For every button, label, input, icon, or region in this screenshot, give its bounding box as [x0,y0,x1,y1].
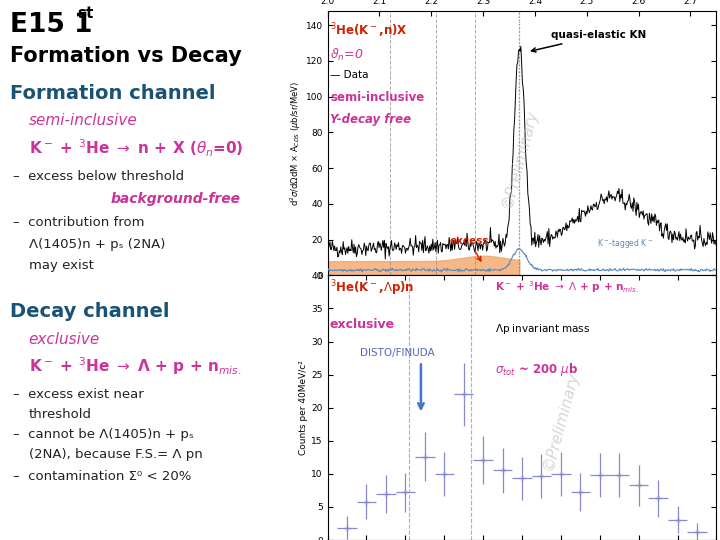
Text: — Data: — Data [330,70,369,80]
Text: K$^-$ + $^3$He $\rightarrow$ $\mathbf{n}$ + X ($\theta_n$=0): K$^-$ + $^3$He $\rightarrow$ $\mathbf{n}… [29,138,243,159]
Text: DISTO/FINUDA: DISTO/FINUDA [360,348,435,358]
Text: –  contribution from: – contribution from [13,216,144,229]
Text: (2NA), because F.S.= Λ pn: (2NA), because F.S.= Λ pn [29,448,202,461]
Y-axis label: d$^2\sigma$/d$\Omega$dM $\times$ A$_{CDS}$ ($\mu$b/sr/MeV): d$^2\sigma$/d$\Omega$dM $\times$ A$_{CDS… [288,80,302,206]
Text: quasi-elastic KN: quasi-elastic KN [531,30,646,52]
Text: –  excess below threshold: – excess below threshold [13,170,184,183]
Text: E15 1: E15 1 [9,12,92,38]
Text: ©Preliminary: ©Preliminary [541,370,581,472]
Text: Λ(1405)n + pₛ (2NA): Λ(1405)n + pₛ (2NA) [29,238,165,251]
Text: st: st [78,6,94,22]
Text: Formation channel: Formation channel [9,84,215,103]
Text: $^3$He(K$^-$,n)X: $^3$He(K$^-$,n)X [330,22,407,40]
Text: $\vartheta_n$=0: $\vartheta_n$=0 [330,46,364,63]
Text: background-free: background-free [111,192,241,206]
Text: K$^-$ + $^3$He $\rightarrow$ $\mathbf{\Lambda}$ + $\mathbf{p}$ + n$_{mis.}$: K$^-$ + $^3$He $\rightarrow$ $\mathbf{\L… [29,355,241,377]
Text: $\Lambda$p invariant mass: $\Lambda$p invariant mass [495,322,590,336]
Text: exclusive: exclusive [29,332,100,347]
Text: semi-inclusive: semi-inclusive [29,113,138,129]
Text: Y-decay free: Y-decay free [330,113,411,126]
Text: may exist: may exist [29,259,94,272]
Text: excess: excess [449,236,489,261]
Text: Formation vs Decay: Formation vs Decay [9,46,241,66]
Text: $^3$He(K$^-$,$\Lambda$p)n: $^3$He(K$^-$,$\Lambda$p)n [330,279,414,298]
Text: threshold: threshold [29,408,91,421]
Text: K$^-$-tagged K$^-$: K$^-$-tagged K$^-$ [597,238,653,251]
Y-axis label: Counts per 40MeV/c²: Counts per 40MeV/c² [300,360,308,455]
Text: Decay channel: Decay channel [9,302,169,321]
Text: –  excess exist near: – excess exist near [13,388,143,401]
Text: exclusive: exclusive [330,319,395,332]
Text: –  contamination Σ⁰ < 20%: – contamination Σ⁰ < 20% [13,470,191,483]
Text: semi-inclusive: semi-inclusive [330,91,425,104]
Text: ©Preliminary: ©Preliminary [499,108,540,211]
Text: K$^-$ + $^3$He $\rightarrow$ $\Lambda$ + p + n$_{mis.}$: K$^-$ + $^3$He $\rightarrow$ $\Lambda$ +… [495,279,639,294]
Text: –  cannot be Λ(1405)n + pₛ: – cannot be Λ(1405)n + pₛ [13,428,194,441]
Text: $\sigma_{tot}$ ~ 200 $\mu$b: $\sigma_{tot}$ ~ 200 $\mu$b [495,361,578,379]
